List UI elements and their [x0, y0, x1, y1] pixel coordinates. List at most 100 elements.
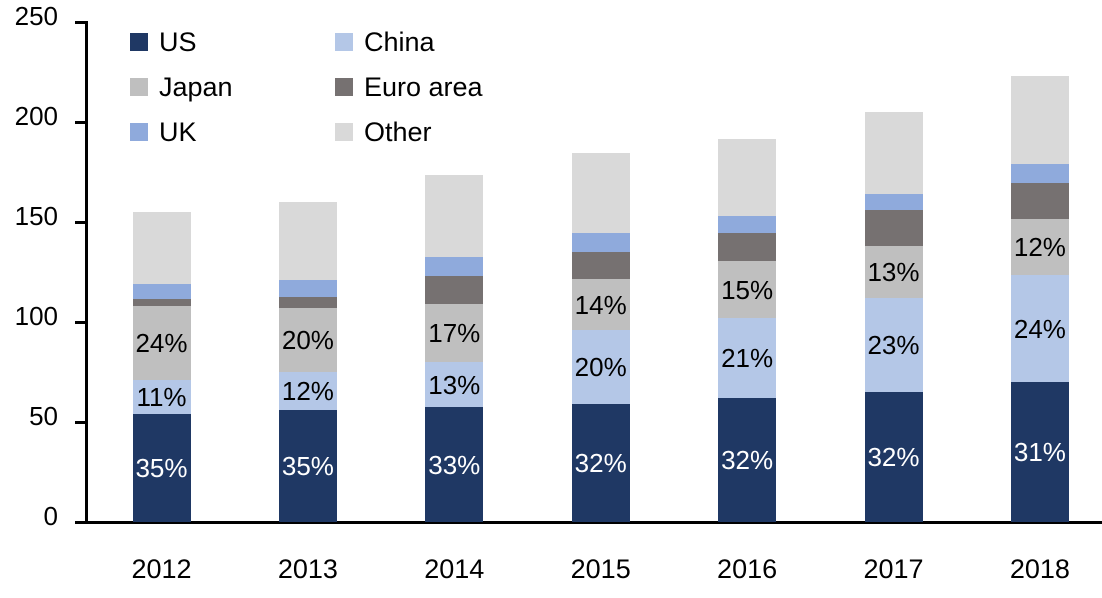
x-axis-line — [75, 521, 1102, 524]
bar-segment-japan-2018 — [1010, 219, 1069, 275]
bar-segment-uk-2014 — [425, 257, 484, 276]
bar-segment-euro-area-2015 — [571, 252, 630, 279]
segment-label-china-2016: 21% — [721, 343, 774, 373]
legend-swatch-uk — [130, 123, 148, 141]
bar-segment-euro-area-2018 — [1010, 183, 1069, 219]
legend-label-us: US — [159, 27, 197, 57]
bar-segment-other-2015 — [571, 153, 630, 233]
legend-swatch-other — [335, 123, 353, 141]
bar-segment-china-2017 — [864, 298, 923, 392]
bar-segment-euro-area-2017 — [864, 210, 923, 246]
bar-segment-china-2018 — [1010, 275, 1069, 382]
segment-label-china-2012: 11% — [136, 382, 187, 412]
legend-label-other: Other — [364, 117, 432, 147]
bar-segment-us-2012 — [132, 414, 191, 522]
bar-segment-uk-2012 — [132, 284, 191, 299]
bar-segment-us-2016 — [718, 398, 777, 522]
x-axis-label-2015: 2015 — [570, 554, 631, 584]
bar-segment-japan-2016 — [718, 261, 777, 318]
y-tick-label-100: 100 — [14, 301, 58, 331]
bar-segment-us-2013 — [278, 410, 337, 522]
y-tick-label-250: 250 — [14, 1, 58, 31]
bar-segment-china-2015 — [571, 330, 630, 404]
legend-label-uk: UK — [159, 117, 197, 147]
legend-swatch-japan — [130, 78, 148, 96]
legend-label-euro-area: Euro area — [364, 72, 483, 102]
bar-segment-japan-2012 — [132, 306, 191, 380]
segment-label-china-2013: 12% — [281, 376, 334, 406]
bar-segment-uk-2017 — [864, 194, 923, 210]
legend-label-japan: Japan — [159, 72, 233, 102]
bar-segment-china-2012 — [132, 380, 191, 414]
x-axis-label-2013: 2013 — [277, 554, 338, 584]
bar-segment-other-2013 — [278, 202, 337, 280]
bar-segment-euro-area-2013 — [278, 297, 337, 308]
bar-segment-euro-area-2014 — [425, 276, 484, 304]
y-tick-mark-250 — [75, 21, 88, 24]
x-axis-label-2014: 2014 — [424, 554, 485, 584]
legend-item-other: Other — [335, 114, 432, 150]
segment-label-us-2018: 31% — [1013, 437, 1066, 467]
bar-segment-uk-2016 — [718, 216, 777, 233]
bar-segment-us-2017 — [864, 392, 923, 522]
legend-label-china: China — [364, 27, 435, 57]
y-tick-mark-100 — [75, 321, 88, 324]
legend-swatch-euro-area — [335, 78, 353, 96]
segment-label-china-2015: 20% — [574, 352, 627, 382]
legend-item-china: China — [335, 24, 435, 60]
bar-segment-japan-2015 — [571, 279, 630, 330]
bar-segment-japan-2017 — [864, 246, 923, 298]
bar-segment-china-2016 — [718, 318, 777, 398]
bar-segment-japan-2014 — [425, 304, 484, 362]
bar-segment-euro-area-2012 — [132, 299, 191, 306]
segment-label-us-2015: 32% — [574, 448, 627, 478]
y-tick-label-0: 0 — [43, 501, 58, 531]
bar-segment-japan-2013 — [278, 308, 337, 372]
x-axis-label-2018: 2018 — [1009, 554, 1070, 584]
legend-swatch-us — [130, 33, 148, 51]
segment-label-us-2013: 35% — [281, 451, 334, 481]
legend-item-uk: UK — [130, 114, 197, 150]
legend-item-us: US — [130, 24, 197, 60]
y-tick-label-200: 200 — [14, 101, 58, 131]
y-tick-mark-0 — [75, 521, 88, 524]
segment-label-china-2014: 13% — [428, 369, 481, 400]
legend-item-japan: Japan — [130, 69, 233, 105]
bar-segment-uk-2013 — [278, 280, 337, 297]
legend-swatch-china — [335, 33, 353, 51]
x-axis-label-2012: 2012 — [131, 554, 192, 584]
segment-label-japan-2017: 13% — [867, 257, 920, 287]
x-axis-label-2016: 2016 — [717, 554, 778, 584]
y-tick-label-50: 50 — [29, 401, 58, 431]
segment-label-us-2012: 35% — [135, 453, 188, 483]
legend-item-euro-area: Euro area — [335, 69, 483, 105]
y-tick-mark-150 — [75, 221, 88, 224]
y-tick-label-150: 150 — [14, 201, 58, 231]
bar-segment-uk-2015 — [571, 233, 630, 252]
bar-segment-other-2017 — [864, 112, 923, 194]
bar-segment-other-2018 — [1010, 76, 1069, 164]
segment-label-china-2018: 24% — [1013, 313, 1066, 344]
segment-label-us-2014: 33% — [428, 449, 481, 480]
segment-label-japan-2018: 12% — [1013, 232, 1066, 262]
bar-segment-china-2013 — [278, 372, 337, 410]
bar-segment-us-2018 — [1010, 382, 1069, 522]
bar-segment-other-2016 — [718, 139, 777, 216]
bar-segment-uk-2018 — [1010, 164, 1069, 183]
bar-segment-euro-area-2016 — [718, 233, 777, 261]
segment-label-japan-2015: 14% — [574, 289, 627, 320]
x-axis-label-2017: 2017 — [863, 554, 924, 584]
segment-label-japan-2012: 24% — [135, 328, 188, 358]
bar-segment-us-2015 — [571, 404, 630, 522]
y-tick-mark-50 — [75, 421, 88, 424]
segment-label-us-2016: 32% — [721, 445, 774, 475]
segment-label-japan-2014: 17% — [428, 318, 481, 348]
bar-segment-china-2014 — [425, 362, 484, 407]
bar-segment-other-2014 — [425, 175, 484, 257]
bar-segment-other-2012 — [132, 212, 191, 284]
segment-label-china-2017: 23% — [867, 330, 920, 360]
segment-label-us-2017: 32% — [867, 442, 920, 472]
bar-segment-us-2014 — [425, 407, 484, 522]
y-tick-mark-200 — [75, 121, 88, 124]
